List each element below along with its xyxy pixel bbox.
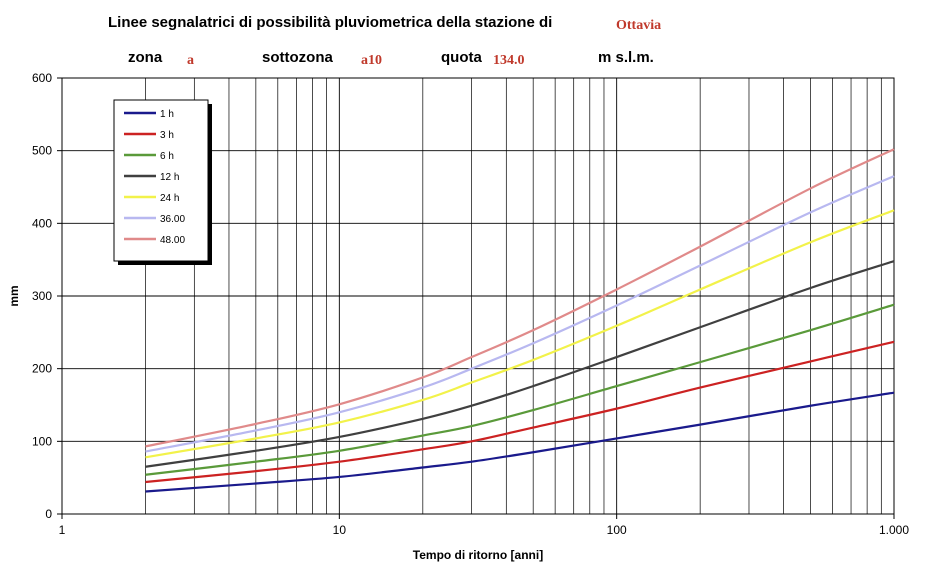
y-tick-label: 500 [32,144,52,158]
x-axis-title: Tempo di ritorno [anni] [413,548,543,562]
zona-label: zona [128,49,163,66]
legend-label: 6 h [160,151,174,162]
x-tick-label: 1 [59,523,66,537]
zona-value: a [187,53,194,68]
series-line-1 [145,391,895,493]
series-line-4 [145,260,895,468]
series-lines [145,148,895,493]
legend-box [113,99,209,262]
y-tick-label: 300 [32,289,52,303]
station-name: Ottavia [616,18,662,33]
y-tick-label: 200 [32,362,52,376]
y-tick-label: 100 [32,434,52,448]
legend-label: 1 h [160,109,174,120]
sottozona-value: a10 [361,53,382,68]
chart-title: Linee segnalatrici di possibilità pluvio… [108,14,553,31]
legend-label: 48.00 [160,235,185,246]
x-tick-label: 1.000 [879,523,909,537]
quota-unit: m s.l.m. [598,49,654,66]
quota-label: quota [441,49,482,66]
y-tick-label: 600 [32,71,52,85]
series-line-5 [145,209,895,459]
legend-label: 24 h [160,193,179,204]
legend-label: 36.00 [160,214,185,225]
y-axis-title: mm [7,285,21,306]
axis-ticks: 0 100 200 300 400 500 600 1 10 100 1.000 [32,71,909,537]
legend-label: 12 h [160,172,179,183]
sottozona-label: sottozona [262,49,333,66]
x-tick-label: 100 [607,523,627,537]
legend-label: 3 h [160,130,174,141]
x-tick-label: 10 [333,523,347,537]
y-tick-label: 400 [32,216,52,230]
series-line-2 [145,340,895,484]
series-line-6 [145,175,895,453]
quota-value: 134.0 [493,53,525,68]
legend: 1 h 3 h 6 h 12 h 24 h 36.00 48.00 [113,99,212,265]
y-tick-label: 0 [45,507,52,521]
series-line-7 [145,148,895,448]
series-line-3 [145,303,895,476]
